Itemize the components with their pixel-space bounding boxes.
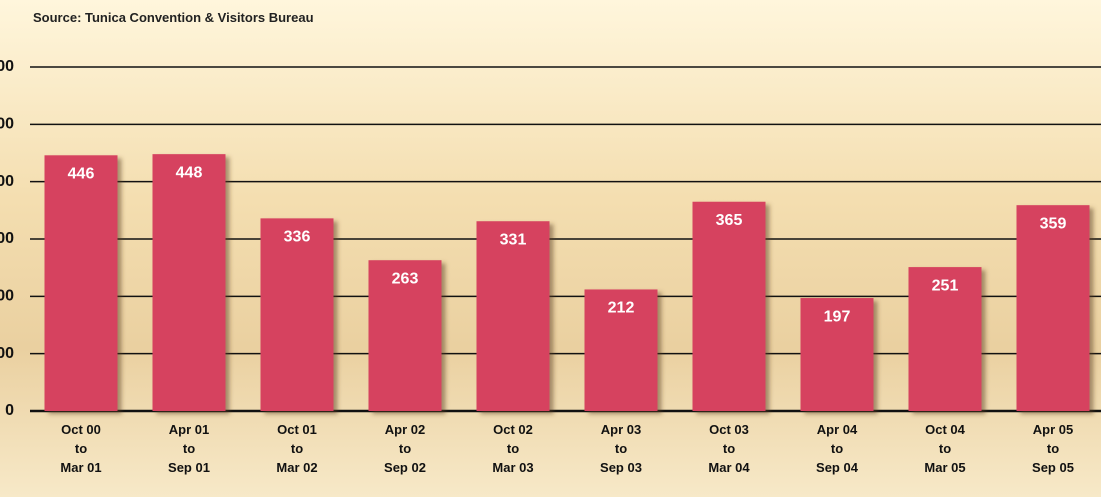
bar	[477, 221, 550, 411]
y-tick-label: 0	[5, 402, 14, 419]
x-tick-label: Apr 02 to Sep 02	[355, 420, 455, 477]
x-tick-label: Apr 05 to Sep 05	[1003, 420, 1101, 477]
value-label: 336	[284, 229, 311, 246]
bar	[1017, 205, 1090, 411]
value-label: 359	[1040, 215, 1067, 232]
x-tick-label: Apr 01 to Sep 01	[139, 420, 239, 477]
y-tick-label: 100	[0, 345, 14, 362]
x-tick-label: Oct 00 to Mar 01	[31, 420, 131, 477]
y-tick-label: 400	[0, 173, 14, 190]
value-label: 365	[716, 212, 743, 229]
value-label: 446	[68, 166, 95, 183]
x-tick-label: Apr 03 to Sep 03	[571, 420, 671, 477]
value-label: 251	[932, 277, 959, 294]
y-tick-label: 300	[0, 230, 14, 247]
x-tick-label: Oct 02 to Mar 03	[463, 420, 563, 477]
y-tick-label: 600	[0, 58, 14, 75]
value-label: 331	[500, 231, 527, 248]
value-label: 448	[176, 164, 203, 181]
x-tick-label: Oct 01 to Mar 02	[247, 420, 347, 477]
x-tick-label: Oct 04 to Mar 05	[895, 420, 995, 477]
value-label: 263	[392, 270, 419, 287]
y-tick-label: 500	[0, 116, 14, 133]
bar	[45, 155, 118, 411]
x-tick-label: Oct 03 to Mar 04	[679, 420, 779, 477]
value-label: 212	[608, 300, 635, 317]
bar	[693, 202, 766, 411]
y-tick-label: 200	[0, 288, 14, 305]
bar	[153, 154, 226, 411]
value-label: 197	[824, 308, 851, 325]
bar	[261, 218, 334, 411]
x-tick-label: Apr 04 to Sep 04	[787, 420, 887, 477]
chart: Source: Tunica Convention & Visitors Bur…	[0, 0, 1101, 497]
